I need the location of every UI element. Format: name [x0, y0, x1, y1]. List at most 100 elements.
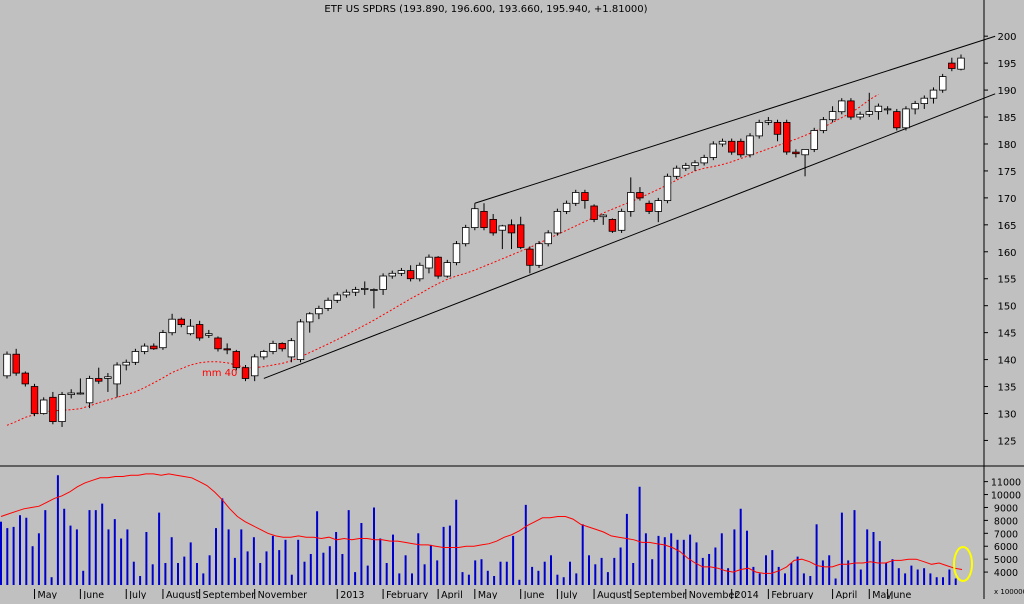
- candle-up: [416, 264, 424, 280]
- candle-down: [21, 372, 29, 385]
- candle-up: [351, 289, 360, 293]
- month-label: July: [128, 590, 146, 599]
- candle-up: [333, 294, 341, 301]
- price-tick-label: 125: [997, 436, 1016, 447]
- volume-tick-label: 5000: [994, 555, 1018, 566]
- price-tick-label: 190: [997, 86, 1016, 97]
- candle-up: [425, 256, 433, 269]
- candle-up: [562, 202, 571, 212]
- month-label: September: [634, 590, 687, 599]
- month-label: June: [82, 590, 104, 599]
- month-label: April: [441, 590, 463, 599]
- candle-down: [223, 348, 231, 351]
- month-label: June: [890, 590, 912, 599]
- moving-average-layer: [6, 93, 879, 426]
- month-label: November: [258, 590, 308, 599]
- candle-up: [168, 318, 176, 334]
- volume-average-line: [0, 473, 963, 574]
- candle-up: [85, 378, 94, 404]
- candle-up: [764, 120, 773, 123]
- candle-down: [507, 224, 516, 234]
- candle-up: [260, 351, 268, 358]
- candle-up: [461, 227, 470, 245]
- candle-down: [278, 342, 286, 350]
- month-label: May: [478, 590, 498, 599]
- trendline-layer: [263, 35, 996, 379]
- price-tick-label: 145: [997, 329, 1016, 340]
- price-tick-label: 200: [997, 32, 1016, 43]
- candle-up: [599, 214, 607, 218]
- volume-tick-label: 6000: [994, 542, 1018, 553]
- month-label: February: [386, 590, 428, 599]
- price-tick-label: 170: [997, 194, 1016, 205]
- candle-up: [718, 140, 727, 145]
- month-label: April: [836, 590, 858, 599]
- candle-up: [342, 291, 351, 296]
- candle-up: [498, 225, 506, 231]
- price-tick-label: 155: [997, 275, 1016, 286]
- candle-up: [755, 122, 763, 137]
- candle-up: [553, 210, 562, 234]
- candle-up: [856, 113, 864, 118]
- candle-up: [296, 321, 305, 360]
- candles-layer: [3, 54, 965, 427]
- volume-tick-label: 8000: [994, 516, 1018, 527]
- candle-up: [379, 275, 387, 290]
- month-label: May: [872, 590, 892, 599]
- chart-title: ETF US SPDRS (193.890, 196.600, 193.660,…: [324, 4, 647, 15]
- price-tick-label: 130: [997, 409, 1016, 420]
- candle-up: [819, 119, 828, 131]
- candle-up: [315, 307, 323, 315]
- month-axis: May June July August September November 2013 Fe…: [34, 589, 912, 601]
- candle-up: [67, 392, 75, 396]
- candle-down: [49, 396, 57, 422]
- candle-up: [397, 270, 406, 274]
- candle-up: [572, 192, 580, 204]
- candle-down: [893, 111, 901, 129]
- candle-up: [104, 376, 112, 379]
- month-label: November: [689, 590, 739, 599]
- candle-down: [737, 140, 745, 156]
- month-label: 2014: [735, 590, 759, 599]
- candle-down: [214, 337, 222, 350]
- volume-tick-label: 7000: [994, 529, 1018, 540]
- volume-tick-label: 4000: [994, 568, 1018, 579]
- price-tick-label: 160: [997, 248, 1016, 259]
- month-label: August: [597, 590, 631, 599]
- candle-up: [113, 364, 121, 385]
- price-axis-ticks: 125 130 135 140 145 150 155 160 165 170 175 180 185 1…: [984, 32, 1017, 447]
- candle-up: [957, 57, 965, 70]
- candle-up: [865, 111, 873, 115]
- candle-down: [150, 345, 158, 350]
- candle-up: [746, 135, 754, 156]
- volume-unit-label: x 100000: [994, 588, 1024, 596]
- candle-up: [360, 287, 369, 290]
- candle-down: [177, 318, 185, 326]
- candle-up: [535, 243, 543, 266]
- candle-down: [232, 351, 240, 369]
- candle-up: [929, 89, 938, 99]
- candle-up: [939, 76, 947, 91]
- candle-down: [608, 218, 617, 232]
- candle-down: [406, 270, 415, 280]
- month-label: 2013: [340, 590, 364, 599]
- candle-up: [627, 192, 635, 212]
- volume-line-layer: [0, 473, 963, 574]
- candle-up: [672, 167, 681, 177]
- candle-up: [287, 340, 296, 358]
- candle-up: [663, 175, 672, 202]
- candle-up: [691, 162, 699, 166]
- candle-down: [773, 122, 782, 135]
- candle-up: [122, 361, 130, 366]
- candle-down: [728, 140, 736, 153]
- candle-up: [471, 208, 479, 228]
- price-tick-label: 135: [997, 383, 1016, 394]
- candle-up: [324, 299, 332, 309]
- candle-down: [489, 218, 497, 234]
- candle-up: [874, 105, 883, 112]
- price-tick-label: 150: [997, 302, 1016, 313]
- price-tick-label: 180: [997, 140, 1016, 151]
- month-label: September: [203, 590, 256, 599]
- ma-label: mm 40: [202, 368, 237, 379]
